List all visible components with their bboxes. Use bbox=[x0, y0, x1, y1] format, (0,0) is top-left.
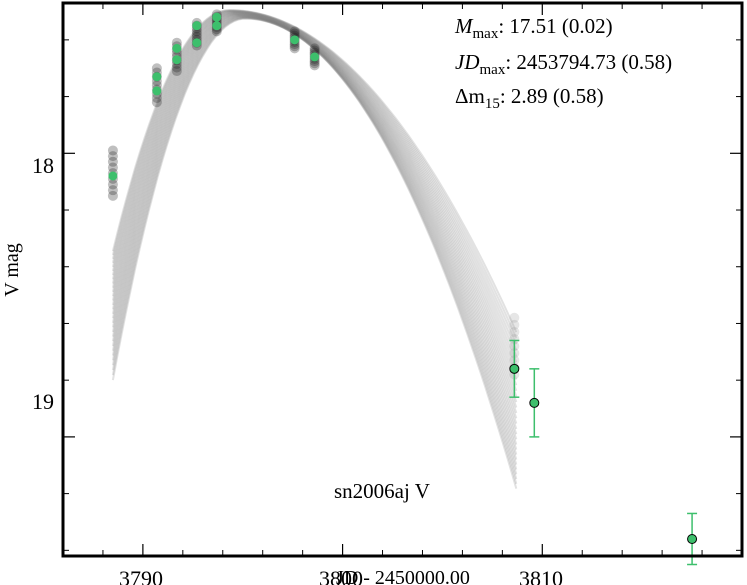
data-point bbox=[509, 363, 520, 374]
model-marker bbox=[107, 185, 118, 196]
model-curve bbox=[111, 16, 518, 475]
model-curve bbox=[111, 15, 518, 445]
annotation-dm15: Δm15: 2.89 (0.58) bbox=[455, 84, 604, 112]
model-curve bbox=[111, 11, 518, 392]
model-curve bbox=[111, 14, 518, 440]
plot-frame bbox=[61, 1, 744, 558]
model-marker bbox=[509, 334, 520, 345]
data-point bbox=[192, 38, 202, 48]
model-curve bbox=[111, 11, 518, 380]
model-curve bbox=[111, 9, 518, 339]
model-marker bbox=[107, 145, 118, 156]
model-curve bbox=[111, 12, 518, 397]
model-marker bbox=[171, 66, 182, 77]
data-point bbox=[152, 86, 162, 96]
model-curve bbox=[111, 9, 518, 333]
data-point bbox=[172, 55, 182, 65]
model-marker bbox=[171, 62, 182, 73]
x-tick-label: 3810 bbox=[519, 566, 563, 585]
model-marker bbox=[509, 326, 520, 337]
data-point bbox=[310, 52, 320, 62]
annotation-mmax-sub: max bbox=[473, 26, 499, 42]
model-curve bbox=[111, 11, 518, 375]
model-marker bbox=[309, 43, 320, 54]
model-marker bbox=[107, 190, 118, 201]
model-curve bbox=[111, 12, 518, 408]
plot-background bbox=[63, 3, 742, 556]
model-curve bbox=[111, 16, 518, 470]
annotation-jdmax: JDmax: 2453794.73 (0.58) bbox=[455, 50, 672, 78]
annotation-mmax: Mmax: 17.51 (0.02) bbox=[454, 14, 613, 42]
model-marker bbox=[191, 29, 202, 40]
annotation-dm15-value: : 2.89 (0.58) bbox=[500, 84, 604, 108]
model-curve bbox=[111, 15, 518, 455]
x-axis-label: JD - 2450000.00 bbox=[336, 567, 470, 585]
data-point bbox=[192, 21, 202, 31]
model-curve bbox=[111, 17, 518, 489]
model-marker bbox=[107, 151, 118, 162]
model-curve bbox=[111, 11, 518, 386]
annotation-mmax-symbol: M bbox=[454, 14, 474, 38]
data-point bbox=[529, 397, 540, 408]
model-curve bbox=[111, 14, 518, 435]
model-curve bbox=[111, 15, 518, 460]
model-marker bbox=[309, 58, 320, 69]
model-curve bbox=[111, 13, 518, 414]
model-marker bbox=[107, 156, 118, 167]
annotation-dm15-delta: Δm bbox=[455, 84, 485, 108]
model-marker bbox=[289, 41, 300, 52]
annotation-jdmax-value: : 2453794.73 (0.58) bbox=[505, 50, 672, 74]
data-point bbox=[687, 533, 698, 544]
data-points bbox=[108, 12, 698, 544]
x-tick-label: 3790 bbox=[119, 566, 163, 585]
x-tick-label: 3800 bbox=[319, 566, 363, 585]
data-point bbox=[212, 21, 222, 31]
model-curve bbox=[111, 9, 518, 345]
annotation-jdmax-symbol: JD bbox=[455, 50, 480, 74]
model-marker bbox=[509, 319, 520, 330]
model-marker bbox=[151, 93, 162, 104]
annotation-jdmax-sub: max bbox=[480, 62, 506, 78]
model-marker bbox=[309, 45, 320, 56]
y-tick-label: 19 bbox=[32, 389, 54, 414]
model-marker bbox=[151, 63, 162, 74]
model-curve bbox=[111, 13, 518, 424]
model-marker bbox=[107, 179, 118, 190]
y-axis-label: V mag bbox=[1, 243, 23, 297]
annotation-mmax-value: : 17.51 (0.02) bbox=[498, 14, 612, 38]
object-label: sn2006aj V bbox=[334, 479, 430, 503]
model-marker bbox=[509, 312, 520, 323]
y-tick-label: 18 bbox=[32, 153, 54, 178]
annotation-dm15-sub: 15 bbox=[485, 96, 500, 112]
model-marker bbox=[151, 97, 162, 108]
model-curve bbox=[111, 12, 518, 403]
model-marker bbox=[107, 162, 118, 173]
model-curve bbox=[111, 17, 518, 485]
model-marker bbox=[309, 60, 320, 71]
model-curve bbox=[111, 16, 518, 480]
data-point bbox=[108, 171, 118, 181]
model-marker bbox=[289, 28, 300, 39]
model-marker bbox=[289, 26, 300, 37]
model-marker bbox=[289, 43, 300, 54]
axis-ticks bbox=[63, 3, 742, 556]
data-point bbox=[290, 35, 300, 45]
data-point bbox=[172, 43, 182, 53]
model-curve bbox=[111, 16, 518, 465]
model-curves bbox=[111, 9, 518, 489]
model-curve bbox=[111, 13, 518, 419]
model-curve bbox=[111, 14, 518, 430]
data-point bbox=[212, 12, 222, 22]
model-curve bbox=[111, 15, 518, 450]
data-point bbox=[152, 72, 162, 82]
